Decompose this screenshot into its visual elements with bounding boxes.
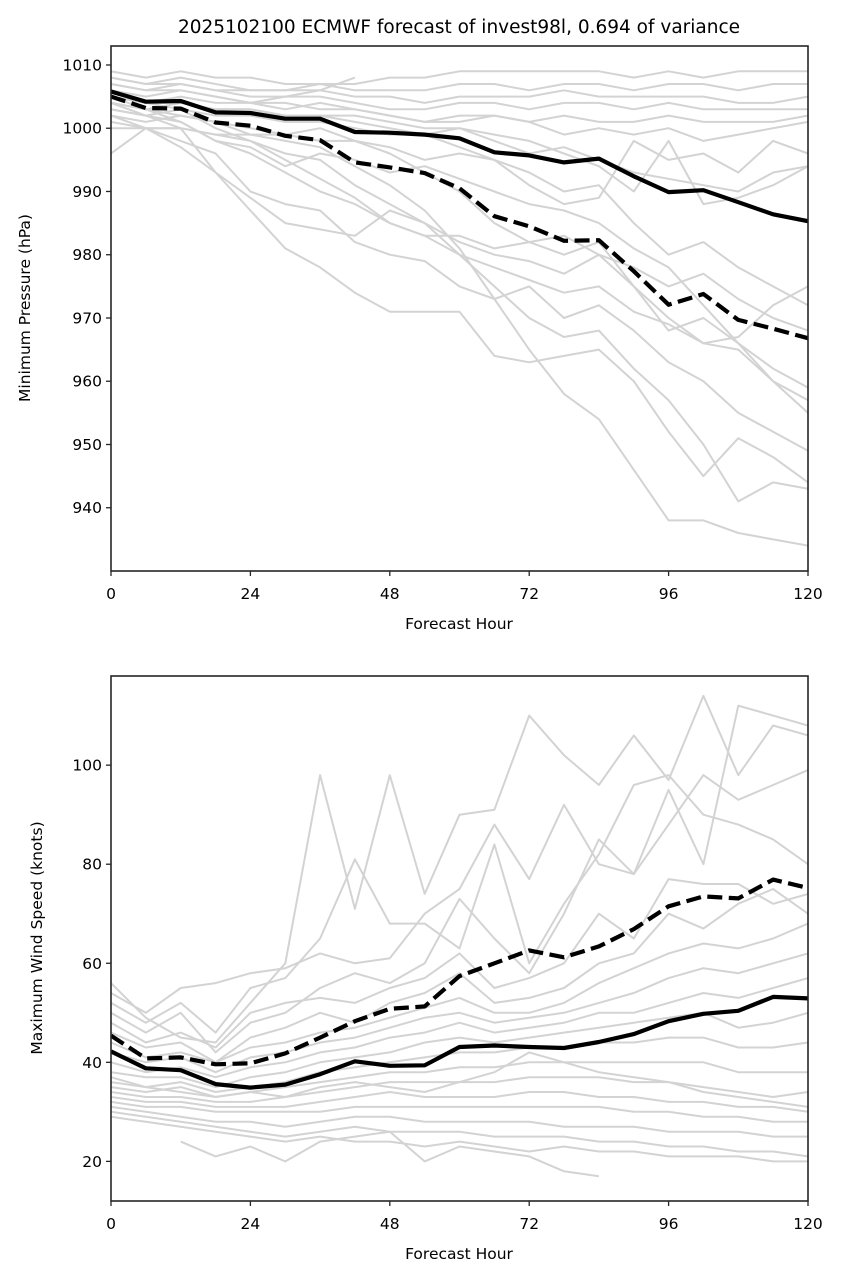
wind-x-tick-label: 96 [659, 1215, 679, 1233]
wind-x-tick-label: 72 [519, 1215, 539, 1233]
pressure-panel: 2025102100 ECMWF forecast of invest98l, … [16, 17, 823, 633]
pressure-mean-series [111, 89, 808, 341]
wind-y-axis-label: Maximum Wind Speed (knots) [28, 821, 46, 1054]
wind-member-line-16 [111, 1110, 808, 1158]
pressure-y-axis-label: Minimum Pressure (hPa) [16, 214, 34, 402]
pressure-member-line-11 [111, 127, 808, 402]
pressure-y-tick-label: 990 [72, 183, 102, 201]
wind-member-line-14 [111, 1100, 808, 1123]
pressure-x-tick-label: 96 [659, 585, 679, 603]
pressure-x-ticks: 0 24 48 72 96 120 [106, 571, 823, 603]
wind-x-tick-label: 120 [793, 1215, 823, 1233]
pressure-weighted-mean-line [111, 94, 808, 341]
pressure-member-line-12 [111, 114, 808, 452]
wind-x-tick-label: 48 [380, 1215, 400, 1233]
pressure-member-line-14 [111, 95, 808, 345]
pressure-member-line-18 [111, 83, 808, 142]
wind-member-line-15 [111, 1105, 808, 1138]
wind-member-line-0 [111, 694, 808, 1044]
pressure-member-line-6 [111, 108, 808, 307]
pressure-y-tick-label: 970 [72, 309, 102, 327]
wind-y-tick-label: 40 [82, 1054, 102, 1072]
wind-member-line-4 [111, 878, 808, 1049]
pressure-x-tick-label: 48 [380, 585, 400, 603]
pressure-member-line-15 [111, 89, 808, 332]
wind-ensemble-members [111, 694, 808, 1178]
wind-member-line-5 [111, 888, 808, 1064]
pressure-member-line-19 [111, 76, 356, 92]
wind-y-tick-label: 100 [72, 757, 102, 775]
wind-member-line-13 [111, 1091, 808, 1113]
wind-x-tick-label: 0 [106, 1215, 116, 1233]
pressure-y-tick-label: 940 [72, 499, 102, 517]
wind-member-line-17 [111, 1115, 808, 1163]
pressure-member-line-17 [111, 95, 808, 206]
wind-member-line-7 [111, 952, 808, 1074]
pressure-member-line-10 [111, 108, 808, 389]
pressure-ensemble-members [111, 70, 808, 547]
pressure-y-tick-label: 1010 [63, 56, 102, 74]
wind-y-tick-label: 60 [82, 955, 102, 973]
pressure-member-line-9 [111, 127, 808, 547]
wind-member-line-3 [111, 769, 808, 1054]
pressure-member-line-1 [111, 76, 808, 92]
wind-member-line-2 [111, 774, 808, 1034]
pressure-x-tick-label: 72 [519, 585, 539, 603]
wind-ensemble-mean-line [111, 994, 808, 1090]
wind-y-tick-label: 80 [82, 856, 102, 874]
wind-mean-series [111, 877, 808, 1090]
pressure-ensemble-mean-line [111, 89, 808, 224]
pressure-axes-frame [110, 45, 809, 572]
pressure-member-line-2 [111, 83, 808, 104]
wind-member-line-8 [111, 977, 808, 1079]
pressure-y-tick-label: 1000 [63, 120, 102, 138]
wind-member-line-1 [111, 704, 808, 1014]
wind-member-line-6 [111, 922, 808, 1064]
pressure-member-line-13 [111, 101, 808, 484]
wind-member-line-18 [180, 1130, 600, 1178]
wind-x-ticks: 0 24 48 72 96 120 [106, 1201, 823, 1233]
pressure-x-axis-label: Forecast Hour [405, 615, 513, 633]
wind-panel: 0 24 48 72 96 120 20 40 60 80 100 Forecast Hour M… [28, 675, 823, 1263]
pressure-x-tick-label: 0 [106, 585, 116, 603]
pressure-member-line-16 [111, 101, 808, 206]
wind-member-line-19 [111, 1051, 808, 1108]
wind-axes-frame [110, 675, 809, 1202]
chart-title: 2025102100 ECMWF forecast of invest98l, … [178, 17, 740, 38]
pressure-y-tick-label: 950 [72, 436, 102, 454]
wind-weighted-mean-line [111, 877, 808, 1067]
pressure-y-ticks: 940 950 960 970 980 990 1000 1010 [63, 56, 111, 517]
wind-x-axis-label: Forecast Hour [405, 1245, 513, 1263]
pressure-member-line-0 [111, 70, 808, 85]
pressure-y-tick-label: 960 [72, 373, 102, 391]
wind-y-tick-label: 20 [82, 1153, 102, 1171]
pressure-member-line-4 [111, 95, 808, 123]
pressure-x-tick-label: 24 [241, 585, 261, 603]
wind-member-line-10 [111, 1036, 808, 1093]
wind-y-ticks: 20 40 60 80 100 [72, 757, 111, 1171]
wind-x-tick-label: 24 [241, 1215, 261, 1233]
pressure-y-tick-label: 980 [72, 246, 102, 264]
pressure-x-tick-label: 120 [793, 585, 823, 603]
